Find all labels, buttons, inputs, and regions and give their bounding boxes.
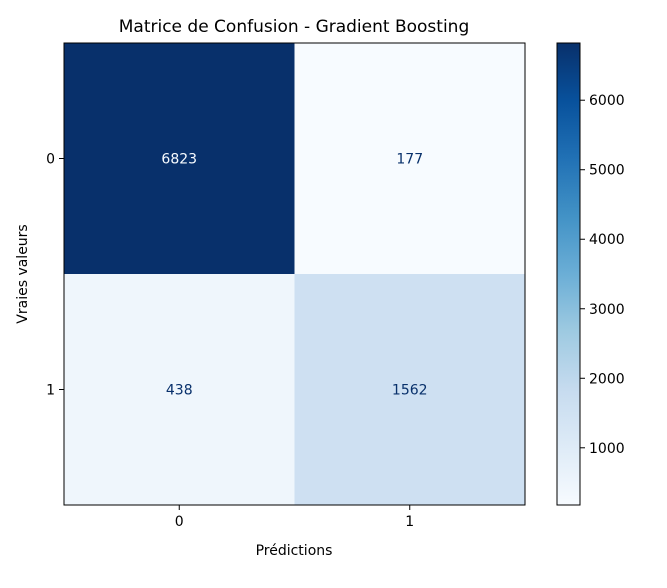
colorbar-tick-label: 1000 [589,441,625,457]
chart-title: Matrice de Confusion - Gradient Boosting [119,17,470,37]
heatmap-cell-labels: 6823 177 438 1562 [161,152,427,399]
x-axis-label: Prédictions [256,543,333,559]
colorbar-tick-label: 4000 [589,232,625,248]
colorbar-tick-label: 5000 [589,163,625,179]
y-tick-label: 1 [46,383,55,399]
colorbar-tick-label: 3000 [589,302,625,318]
colorbar-tick-label: 2000 [589,371,625,387]
colorbar-ticks: 1000 2000 3000 4000 5000 6000 [580,93,625,457]
cell-value-label-1-0: 438 [166,383,193,399]
colorbar [556,42,581,506]
cell-value-label-0-1: 177 [396,152,423,168]
y-axis-label: Vraies valeurs [15,224,31,323]
heatmap-cell-1-1 [294,274,525,505]
x-tick-label: 0 [175,514,184,530]
cell-value-label-0-0: 6823 [161,152,197,168]
heatmap-cell-1-0 [64,274,295,505]
heatmap-cell-0-1 [294,43,525,274]
colorbar-tick-label: 6000 [589,93,625,109]
y-tick-label: 0 [46,152,55,168]
plot-frame [63,42,526,506]
x-tick-label: 1 [405,514,414,530]
heatmap-cells [64,43,525,505]
heatmap-cell-0-0 [64,43,295,274]
cell-value-label-1-1: 1562 [392,383,428,399]
y-axis-ticks: 01 [46,152,64,399]
